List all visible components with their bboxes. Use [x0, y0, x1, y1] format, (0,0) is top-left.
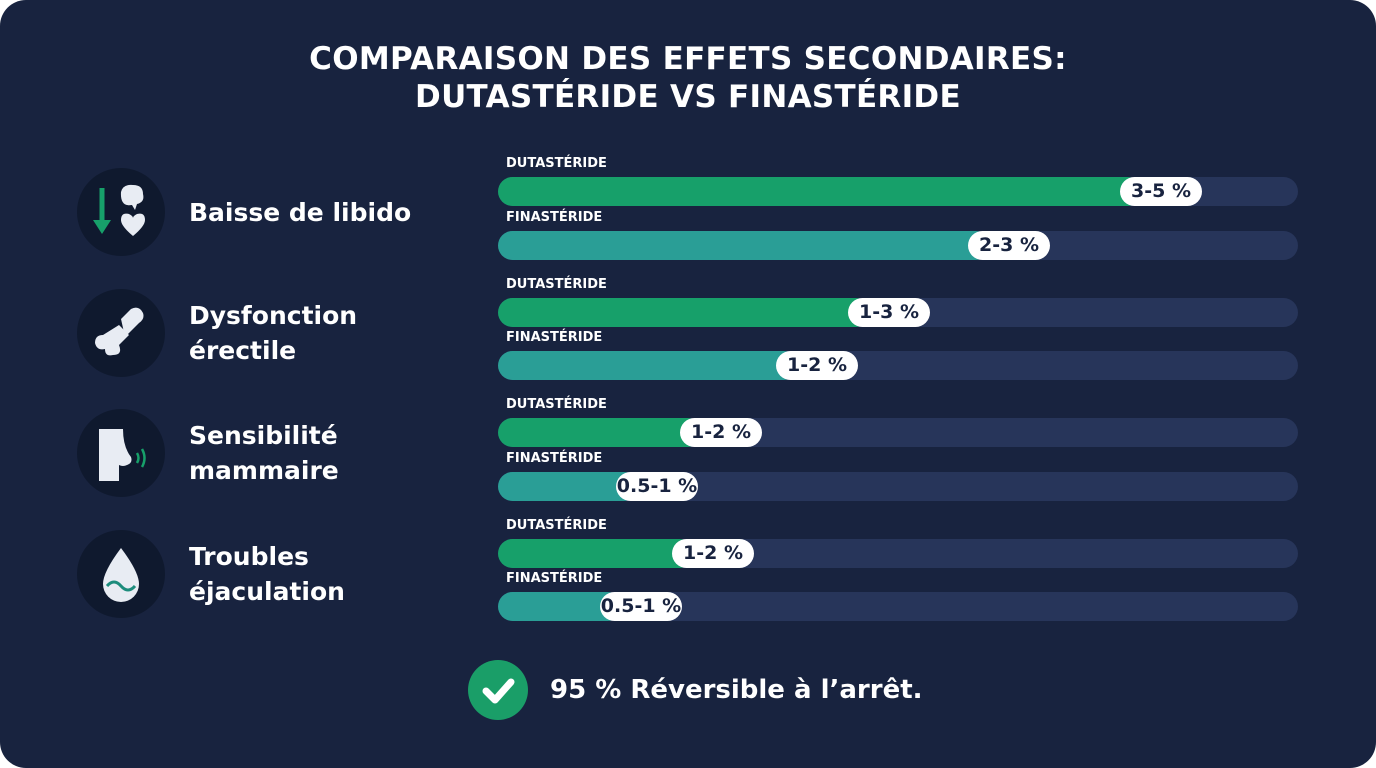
- series-label: FINASTÉRIDE: [506, 209, 603, 225]
- series-label: DUTASTÉRIDE: [506, 397, 607, 412]
- bar-track: 0.5-1 %: [498, 471, 1298, 501]
- broken-penis-icon: [77, 288, 165, 377]
- bar-value-label: 1-2 %: [672, 538, 754, 568]
- bar-finasteride: [498, 230, 990, 260]
- bar-value-label: 1-2 %: [680, 418, 762, 447]
- bar-track: 1-2 %: [498, 351, 1298, 380]
- title-line-1: COMPARAISON DES EFFETS SECONDAIRES:: [309, 41, 1067, 77]
- category-label-line: Baisse de libido: [189, 198, 412, 227]
- bar-value-label: 1-2 %: [776, 351, 858, 380]
- category-label: Dysfonction érectile: [189, 298, 469, 368]
- series-label: DUTASTÉRIDE: [506, 517, 607, 533]
- bar-value-label: 2-3 %: [968, 230, 1050, 260]
- chart-title: COMPARAISON DES EFFETS SECONDAIRES: DUTA…: [0, 40, 1376, 116]
- footer-text: 95 % Réversible à l’arrêt.: [550, 675, 923, 705]
- bar-value-label: 1-3 %: [848, 297, 930, 327]
- category-label: Sensibilité mammaire: [189, 418, 469, 488]
- bar-dutasteride: [498, 297, 870, 327]
- series-label: FINASTÉRIDE: [506, 330, 603, 345]
- bar-track: 0.5-1 %: [498, 592, 1298, 621]
- category-label-line: éjaculation: [189, 576, 345, 606]
- category-label-line: Troubles: [189, 541, 309, 571]
- bar-finasteride: [498, 471, 638, 501]
- bar-dutasteride: [498, 418, 702, 447]
- bar-value-label: 3-5 %: [1120, 177, 1202, 206]
- category-label-line: érectile: [189, 335, 297, 365]
- bar-value-label: 0.5-1 %: [616, 471, 698, 501]
- footer-note: 95 % Réversible à l’arrêt.: [468, 660, 923, 720]
- drop-wave-icon: [77, 529, 165, 618]
- category-label: Troubles éjaculation: [189, 539, 469, 609]
- bar-dutasteride: [498, 177, 1142, 206]
- libido-down-brain-heart-icon: [77, 168, 165, 256]
- series-label: FINASTÉRIDE: [506, 450, 603, 466]
- category-label-line: mammaire: [189, 456, 339, 485]
- bar-value-label: 0.5-1 %: [600, 592, 682, 621]
- bar-track: 1-2 %: [498, 418, 1298, 447]
- bar-track: 1-3 %: [498, 297, 1298, 327]
- bar-track: 2-3 %: [498, 230, 1298, 260]
- title-line-2: DUTASTÉRIDE VS FINASTÉRIDE: [415, 79, 961, 115]
- bar-track: 1-2 %: [498, 538, 1298, 568]
- check-circle-icon: [468, 660, 528, 720]
- series-label: FINASTÉRIDE: [506, 571, 603, 586]
- category-label-line: Dysfonction: [189, 300, 358, 330]
- bar-finasteride: [498, 351, 798, 380]
- bar-dutasteride: [498, 538, 694, 568]
- series-label: DUTASTÉRIDE: [506, 276, 607, 292]
- category-label: Baisse de libido: [189, 195, 469, 230]
- series-label: DUTASTÉRIDE: [506, 156, 607, 171]
- bar-track: 3-5 %: [498, 177, 1298, 206]
- category-label-line: Sensibilité: [189, 421, 338, 450]
- breast-sensitivity-icon: [77, 409, 165, 497]
